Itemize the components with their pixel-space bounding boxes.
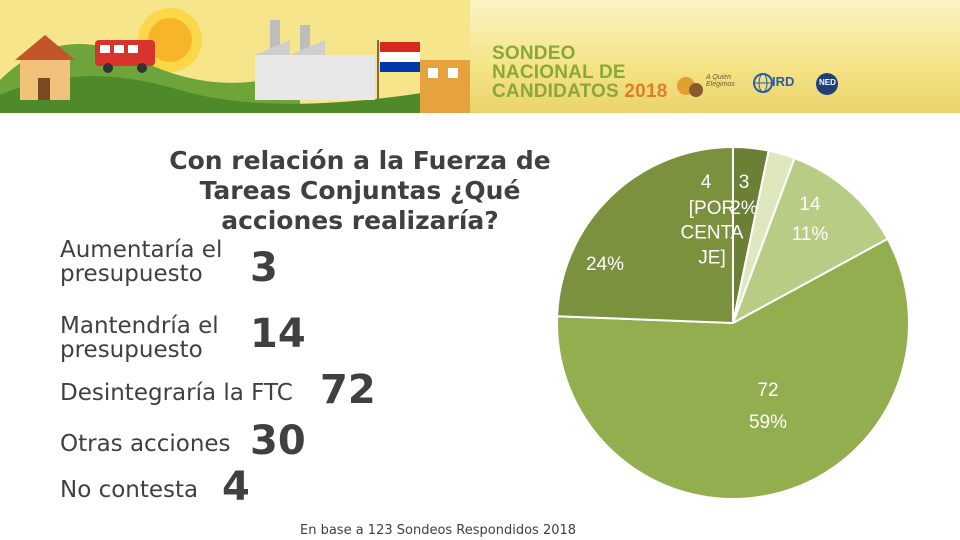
logo-ird: IRD <box>752 70 807 100</box>
sun-icon <box>148 18 192 62</box>
ird-globe-icon <box>753 73 773 93</box>
category-label-otras: Otras acciones <box>60 431 231 457</box>
logo-ned: NED <box>815 70 905 100</box>
category-label-no-contesta: No contesta <box>60 477 199 503</box>
logo2-label: IRD <box>772 74 795 89</box>
category-value-mantendria: 14 <box>250 311 306 357</box>
category-value-aumentaria: 3 <box>250 245 278 291</box>
slice-value-label-mantendria-el-presupuesto: 14 <box>799 194 821 215</box>
slice-percent-label-desintegraria-la-ftc: 59% <box>749 412 787 433</box>
footnote: En base a 123 Sondeos Respondidos 2018 <box>300 523 577 538</box>
logo3-label: NED <box>819 78 836 87</box>
pie-slice-otras-acciones <box>556 145 734 325</box>
slice-percent-label-no-contesta: [POR CENTA JE] <box>681 198 744 268</box>
a-quien-elegimos-icon <box>677 77 703 97</box>
factory-icon <box>255 20 375 100</box>
header-banner: SONDEO NACIONAL DE CANDIDATOS 2018 A Qui… <box>0 0 960 113</box>
bus-icon <box>95 40 155 73</box>
flag-icon <box>377 40 420 100</box>
ned-badge-icon <box>816 73 838 95</box>
category-label-aumentaria: Aumentaría el presupuesto <box>60 237 223 287</box>
banner-title-line1: SONDEO <box>492 43 576 64</box>
slice-value-label-no-contesta: 4 <box>701 172 712 193</box>
slice-value-label-desintegraria-la-ftc: 72 <box>757 380 778 401</box>
category-value-desintegraria: 72 <box>320 367 376 413</box>
building-icon <box>420 60 470 113</box>
slice-percent-label-mantendria-el-presupuesto: 11% <box>792 224 829 245</box>
chart-title: Con relación a la Fuerza de Tareas Conju… <box>169 146 551 235</box>
slice-value-label-aumentaria-el-presupuesto: 3 <box>739 172 750 193</box>
logo1-label: A Quién Elegimos <box>706 74 735 88</box>
category-value-no-contesta: 4 <box>222 464 250 510</box>
pie-slice-mantendria-el-presupuesto <box>731 156 889 326</box>
slice-percent-label-otras-acciones: 24% <box>586 254 624 275</box>
pie-slice-desintegraria-la-ftc <box>556 237 910 500</box>
banner-title-line2: NACIONAL DE <box>492 62 626 83</box>
banner-title-year: 2018 <box>624 81 668 102</box>
category-label-desintegraria: Desintegraría la FTC <box>60 380 293 406</box>
banner-illustration <box>0 0 470 113</box>
logo-a-quien-elegimos: A Quién Elegimos <box>676 68 746 100</box>
category-label-mantendria: Mantendría el presupuesto <box>60 313 219 363</box>
house-icon <box>15 35 75 100</box>
category-value-otras: 30 <box>250 418 306 464</box>
banner-title: SONDEO NACIONAL DE CANDIDATOS 2018 <box>492 44 667 101</box>
banner-title-line3: CANDIDATOS 2018 <box>492 81 668 102</box>
slice-percent-label-aumentaria-el-presupuesto: 2% <box>730 198 758 219</box>
